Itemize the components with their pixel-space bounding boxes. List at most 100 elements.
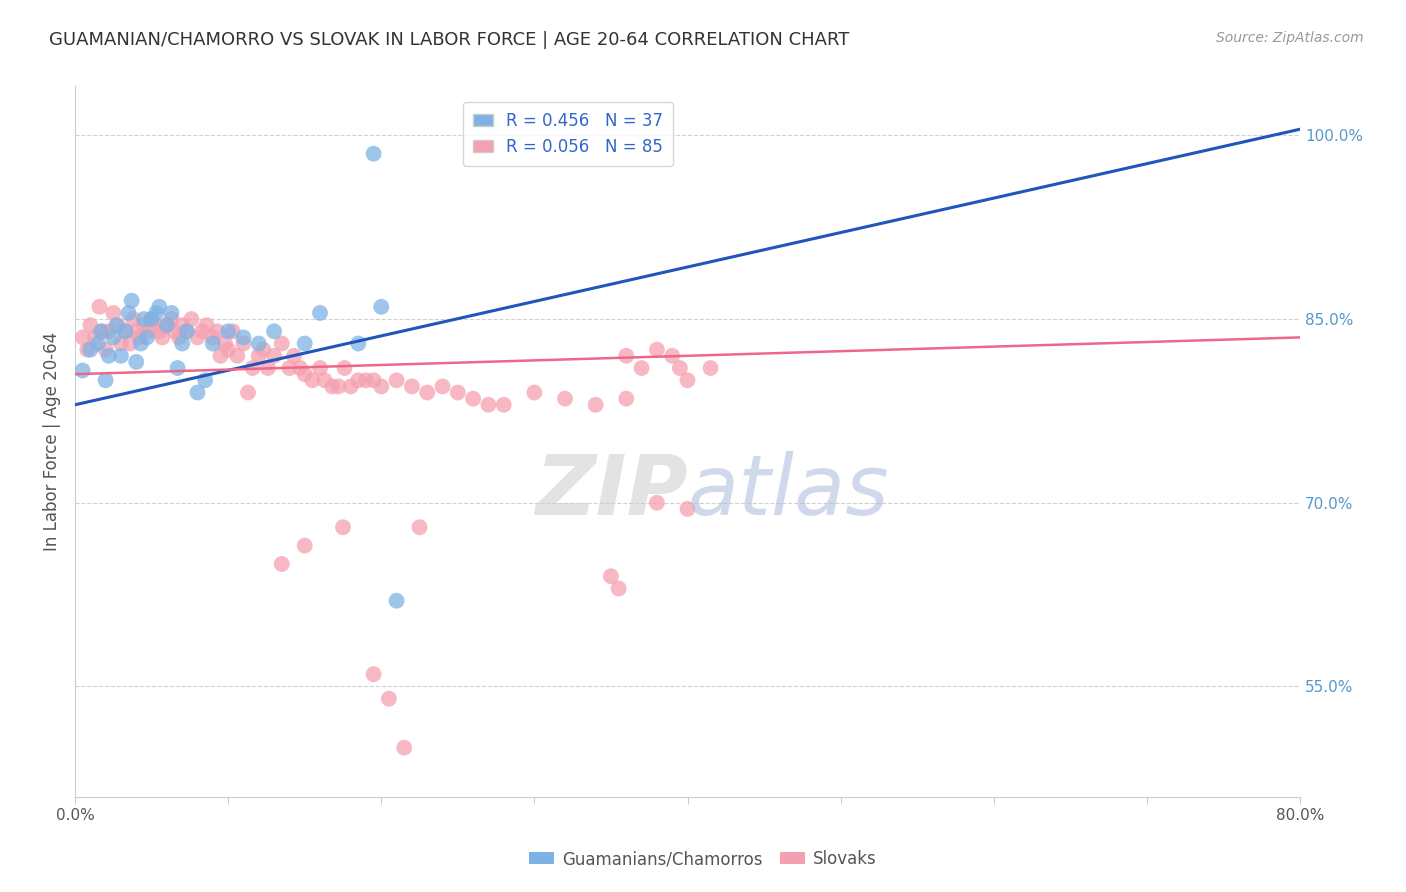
Point — [676, 501, 699, 516]
Point — [148, 324, 170, 338]
Point — [103, 330, 125, 344]
Point — [195, 318, 218, 333]
Point — [117, 306, 139, 320]
Point — [94, 343, 117, 357]
Point — [114, 324, 136, 338]
Point — [247, 336, 270, 351]
Point — [97, 349, 120, 363]
Point — [145, 306, 167, 320]
Point — [191, 324, 214, 338]
Point — [110, 336, 132, 351]
Point — [270, 557, 292, 571]
Point — [270, 336, 292, 351]
Point — [309, 361, 332, 376]
Text: Source: ZipAtlas.com: Source: ZipAtlas.com — [1216, 31, 1364, 45]
Point — [669, 361, 692, 376]
Point — [72, 330, 94, 344]
Point — [132, 312, 155, 326]
Point — [217, 324, 239, 338]
Point — [163, 324, 186, 338]
Point — [172, 318, 194, 333]
Point — [194, 373, 217, 387]
Point — [156, 318, 179, 333]
Point — [288, 361, 311, 376]
Point — [236, 385, 259, 400]
Point — [347, 373, 370, 387]
Point — [89, 300, 111, 314]
Point — [283, 349, 305, 363]
Point — [110, 349, 132, 363]
Point — [247, 349, 270, 363]
Point — [141, 312, 163, 326]
Point — [263, 349, 285, 363]
Point — [408, 520, 430, 534]
Y-axis label: In Labor Force | Age 20-64: In Labor Force | Age 20-64 — [44, 332, 60, 551]
Point — [180, 312, 202, 326]
Point — [160, 306, 183, 320]
Point — [90, 324, 112, 338]
Point — [661, 349, 683, 363]
Point — [160, 312, 183, 326]
Point — [339, 379, 361, 393]
Point — [128, 330, 150, 344]
Point — [333, 361, 356, 376]
Text: GUAMANIAN/CHAMORRO VS SLOVAK IN LABOR FORCE | AGE 20-64 CORRELATION CHART: GUAMANIAN/CHAMORRO VS SLOVAK IN LABOR FO… — [49, 31, 849, 49]
Point — [125, 324, 148, 338]
Text: ZIP: ZIP — [534, 450, 688, 532]
Point — [201, 336, 224, 351]
Point — [186, 330, 208, 344]
Point — [143, 318, 166, 333]
Point — [186, 385, 208, 400]
Point — [79, 318, 101, 333]
Point — [332, 520, 354, 534]
Point — [645, 343, 668, 357]
Point — [585, 398, 607, 412]
Point — [401, 379, 423, 393]
Point — [378, 691, 401, 706]
Point — [226, 349, 249, 363]
Point — [363, 667, 385, 681]
Point — [87, 336, 110, 351]
Point — [138, 324, 160, 338]
Point — [614, 392, 637, 406]
Point — [76, 343, 98, 357]
Point — [222, 324, 245, 338]
Point — [347, 336, 370, 351]
Point — [107, 318, 129, 333]
Point — [630, 361, 652, 376]
Point — [294, 367, 316, 381]
Point — [167, 330, 190, 344]
Point — [136, 330, 159, 344]
Point — [252, 343, 274, 357]
Point — [207, 324, 229, 338]
Point — [278, 361, 301, 376]
Point — [294, 539, 316, 553]
Point — [354, 373, 377, 387]
Point — [242, 361, 264, 376]
Point — [166, 361, 188, 376]
Point — [217, 343, 239, 357]
Point — [121, 293, 143, 308]
Point — [263, 324, 285, 338]
Point — [309, 306, 332, 320]
Point — [209, 349, 232, 363]
Point — [125, 355, 148, 369]
Legend: R = 0.456   N = 37, R = 0.056   N = 85: R = 0.456 N = 37, R = 0.056 N = 85 — [463, 102, 673, 166]
Point — [94, 373, 117, 387]
Point — [176, 324, 198, 338]
Point — [201, 330, 224, 344]
Point — [699, 361, 721, 376]
Point — [129, 336, 152, 351]
Point — [554, 392, 576, 406]
Point — [148, 300, 170, 314]
Point — [447, 385, 470, 400]
Point — [492, 398, 515, 412]
Point — [114, 324, 136, 338]
Point — [257, 361, 280, 376]
Point — [600, 569, 623, 583]
Point — [363, 373, 385, 387]
Point — [363, 146, 385, 161]
Point — [150, 330, 173, 344]
Point — [463, 392, 485, 406]
Text: atlas: atlas — [688, 450, 889, 532]
